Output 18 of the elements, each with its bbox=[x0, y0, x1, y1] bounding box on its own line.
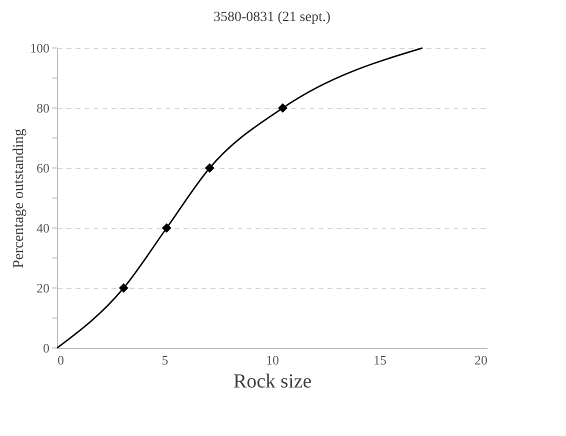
chart-title: 3580-0831 (21 sept.) bbox=[213, 10, 331, 25]
x-tick-label: 15 bbox=[374, 352, 386, 368]
point bbox=[204, 163, 214, 173]
x-tick-label: 5 bbox=[162, 352, 168, 368]
y-tick-label: 60 bbox=[36, 160, 50, 176]
x-tick-label: 20 bbox=[474, 352, 488, 368]
x-tick-label: 0 bbox=[58, 352, 64, 368]
point bbox=[118, 283, 128, 293]
y-tick-label: 100 bbox=[30, 40, 50, 56]
x-axis-title: Rock size bbox=[233, 370, 312, 392]
point bbox=[278, 103, 288, 113]
point bbox=[162, 223, 172, 233]
y-tick-label: 80 bbox=[36, 100, 50, 116]
y-axis-title: Percentage outstanding bbox=[11, 128, 27, 268]
x-tick-label: 10 bbox=[266, 352, 279, 368]
y-tick-label: 40 bbox=[36, 220, 50, 236]
y-tick-label: 0 bbox=[43, 340, 50, 356]
y-tick-label: 20 bbox=[36, 280, 50, 296]
